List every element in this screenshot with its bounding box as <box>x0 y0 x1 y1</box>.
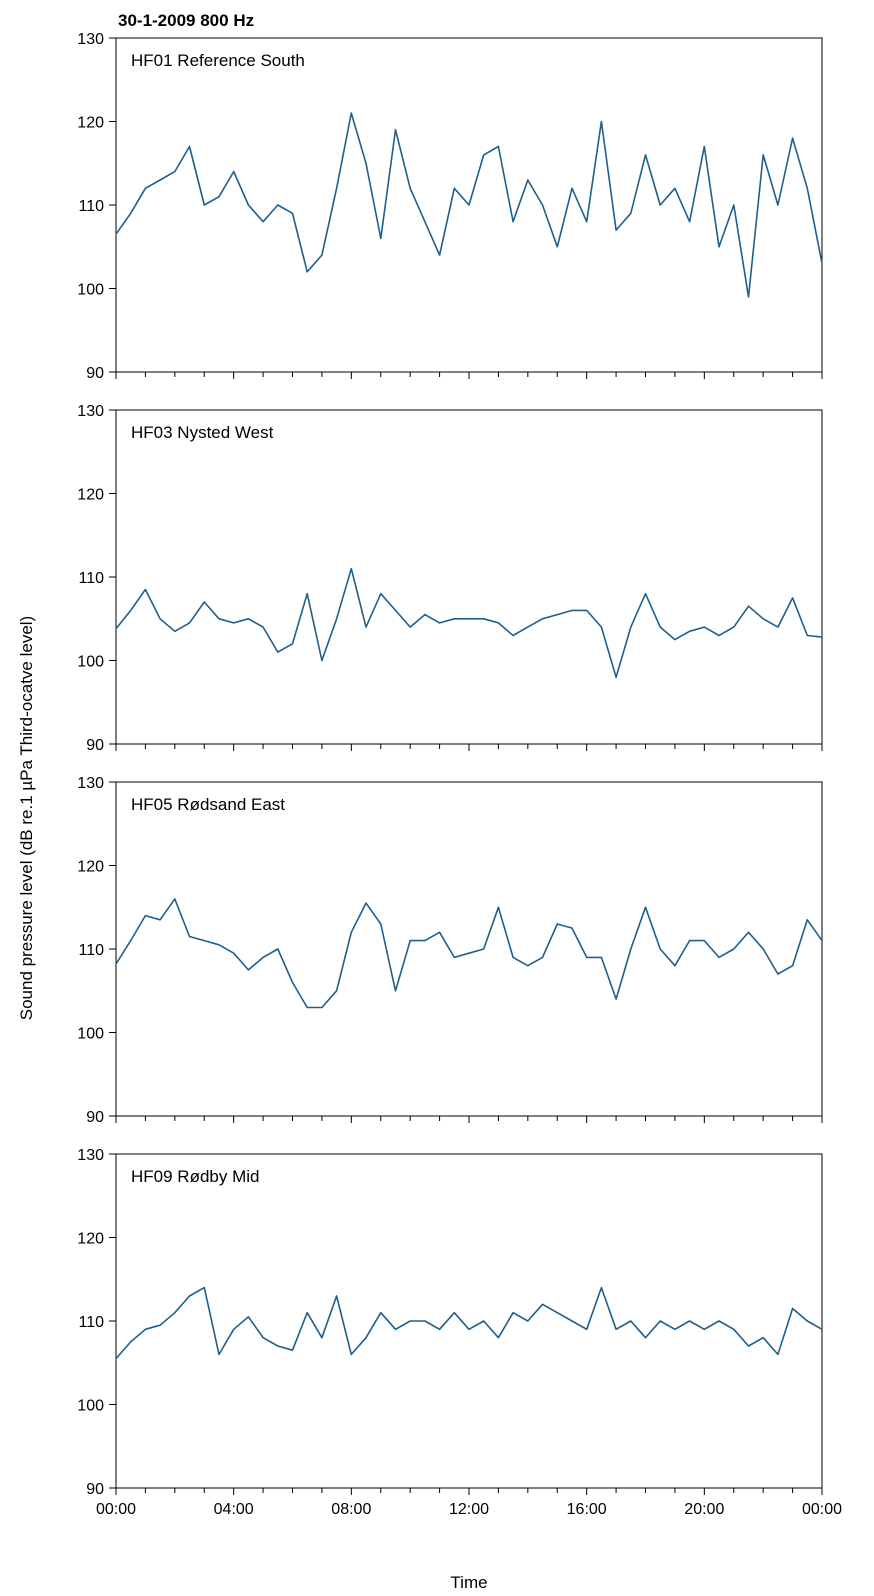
series-line <box>115 1286 823 1360</box>
y-tick-label: 90 <box>86 1481 104 1498</box>
y-tick-label: 120 <box>77 1231 104 1248</box>
panel-name-label: HF01 Reference South <box>131 51 305 70</box>
y-tick-label: 110 <box>78 1314 104 1331</box>
x-axis-label: Time <box>450 1573 487 1592</box>
x-tick-label: 08:00 <box>331 1501 371 1518</box>
y-tick-label: 100 <box>77 1398 104 1415</box>
y-tick-label: 120 <box>77 487 104 504</box>
x-tick-label: 00:00 <box>96 1501 136 1518</box>
y-tick-label: 100 <box>77 654 104 671</box>
y-tick-label: 120 <box>77 115 104 132</box>
y-tick-label: 110 <box>78 942 104 959</box>
y-axis-label: Sound pressure level (dB re.1 µPa Third-… <box>17 616 36 1020</box>
y-tick-label: 90 <box>86 365 104 382</box>
x-tick-label: 00:00 <box>802 1501 842 1518</box>
panel-2: 90 100 110 120 130 HF03 Nysted West <box>77 403 823 754</box>
series-line <box>115 567 823 679</box>
y-tick-label: 100 <box>77 1026 104 1043</box>
panel-frame <box>115 409 823 745</box>
y-tick-label: 120 <box>77 859 104 876</box>
series-line <box>115 112 823 298</box>
panels-container: 90 100 110 120 130 HF01 Reference South 90 100 1… <box>77 31 842 1518</box>
chart-title: 30-1-2009 800 Hz <box>118 11 254 30</box>
y-tick-label: 110 <box>78 570 104 587</box>
x-tick-label: 20:00 <box>684 1501 724 1518</box>
panel-name-label: HF09 Rødby Mid <box>131 1167 259 1186</box>
panel-1: 90 100 110 120 130 HF01 Reference South <box>77 31 823 382</box>
x-tick-label: 04:00 <box>214 1501 254 1518</box>
y-tick-label: 110 <box>78 198 104 215</box>
panel-frame <box>115 1153 823 1489</box>
y-tick-label: 100 <box>77 282 104 299</box>
panel-frame <box>115 781 823 1117</box>
y-tick-label: 130 <box>77 403 104 420</box>
y-tick-label: 130 <box>77 775 104 792</box>
panel-4: 90 100 110 120 130 HF09 Rødby Mid <box>77 1147 823 1498</box>
panel-name-label: HF05 Rødsand East <box>131 795 285 814</box>
y-tick-label: 130 <box>77 1147 104 1164</box>
y-tick-label: 130 <box>77 31 104 48</box>
y-tick-label: 90 <box>86 1109 104 1126</box>
y-tick-label: 90 <box>86 737 104 754</box>
panel-3: 90 100 110 120 130 HF05 Rødsand East <box>77 775 823 1126</box>
x-tick-label: 12:00 <box>449 1501 489 1518</box>
x-tick-label: 16:00 <box>567 1501 607 1518</box>
panel-name-label: HF03 Nysted West <box>131 423 274 442</box>
series-line <box>115 898 823 1009</box>
